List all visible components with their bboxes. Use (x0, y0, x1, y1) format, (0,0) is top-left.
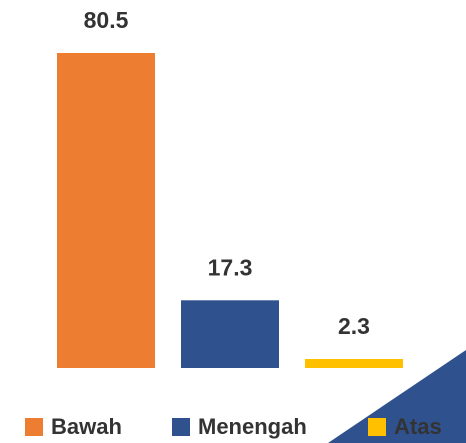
legend-label: Bawah (51, 414, 122, 439)
legend-label: Atas (394, 414, 442, 439)
data-label: 17.3 (208, 254, 253, 280)
data-label: 80.5 (84, 7, 129, 33)
bar (305, 359, 403, 368)
bar (181, 300, 279, 368)
bar (57, 53, 155, 368)
legend-swatch (172, 418, 190, 436)
legend-swatch (25, 418, 43, 436)
data-label: 2.3 (338, 313, 370, 339)
decoration-triangle (328, 350, 466, 443)
legend-label: Menengah (198, 414, 307, 439)
legend-swatch (368, 418, 386, 436)
